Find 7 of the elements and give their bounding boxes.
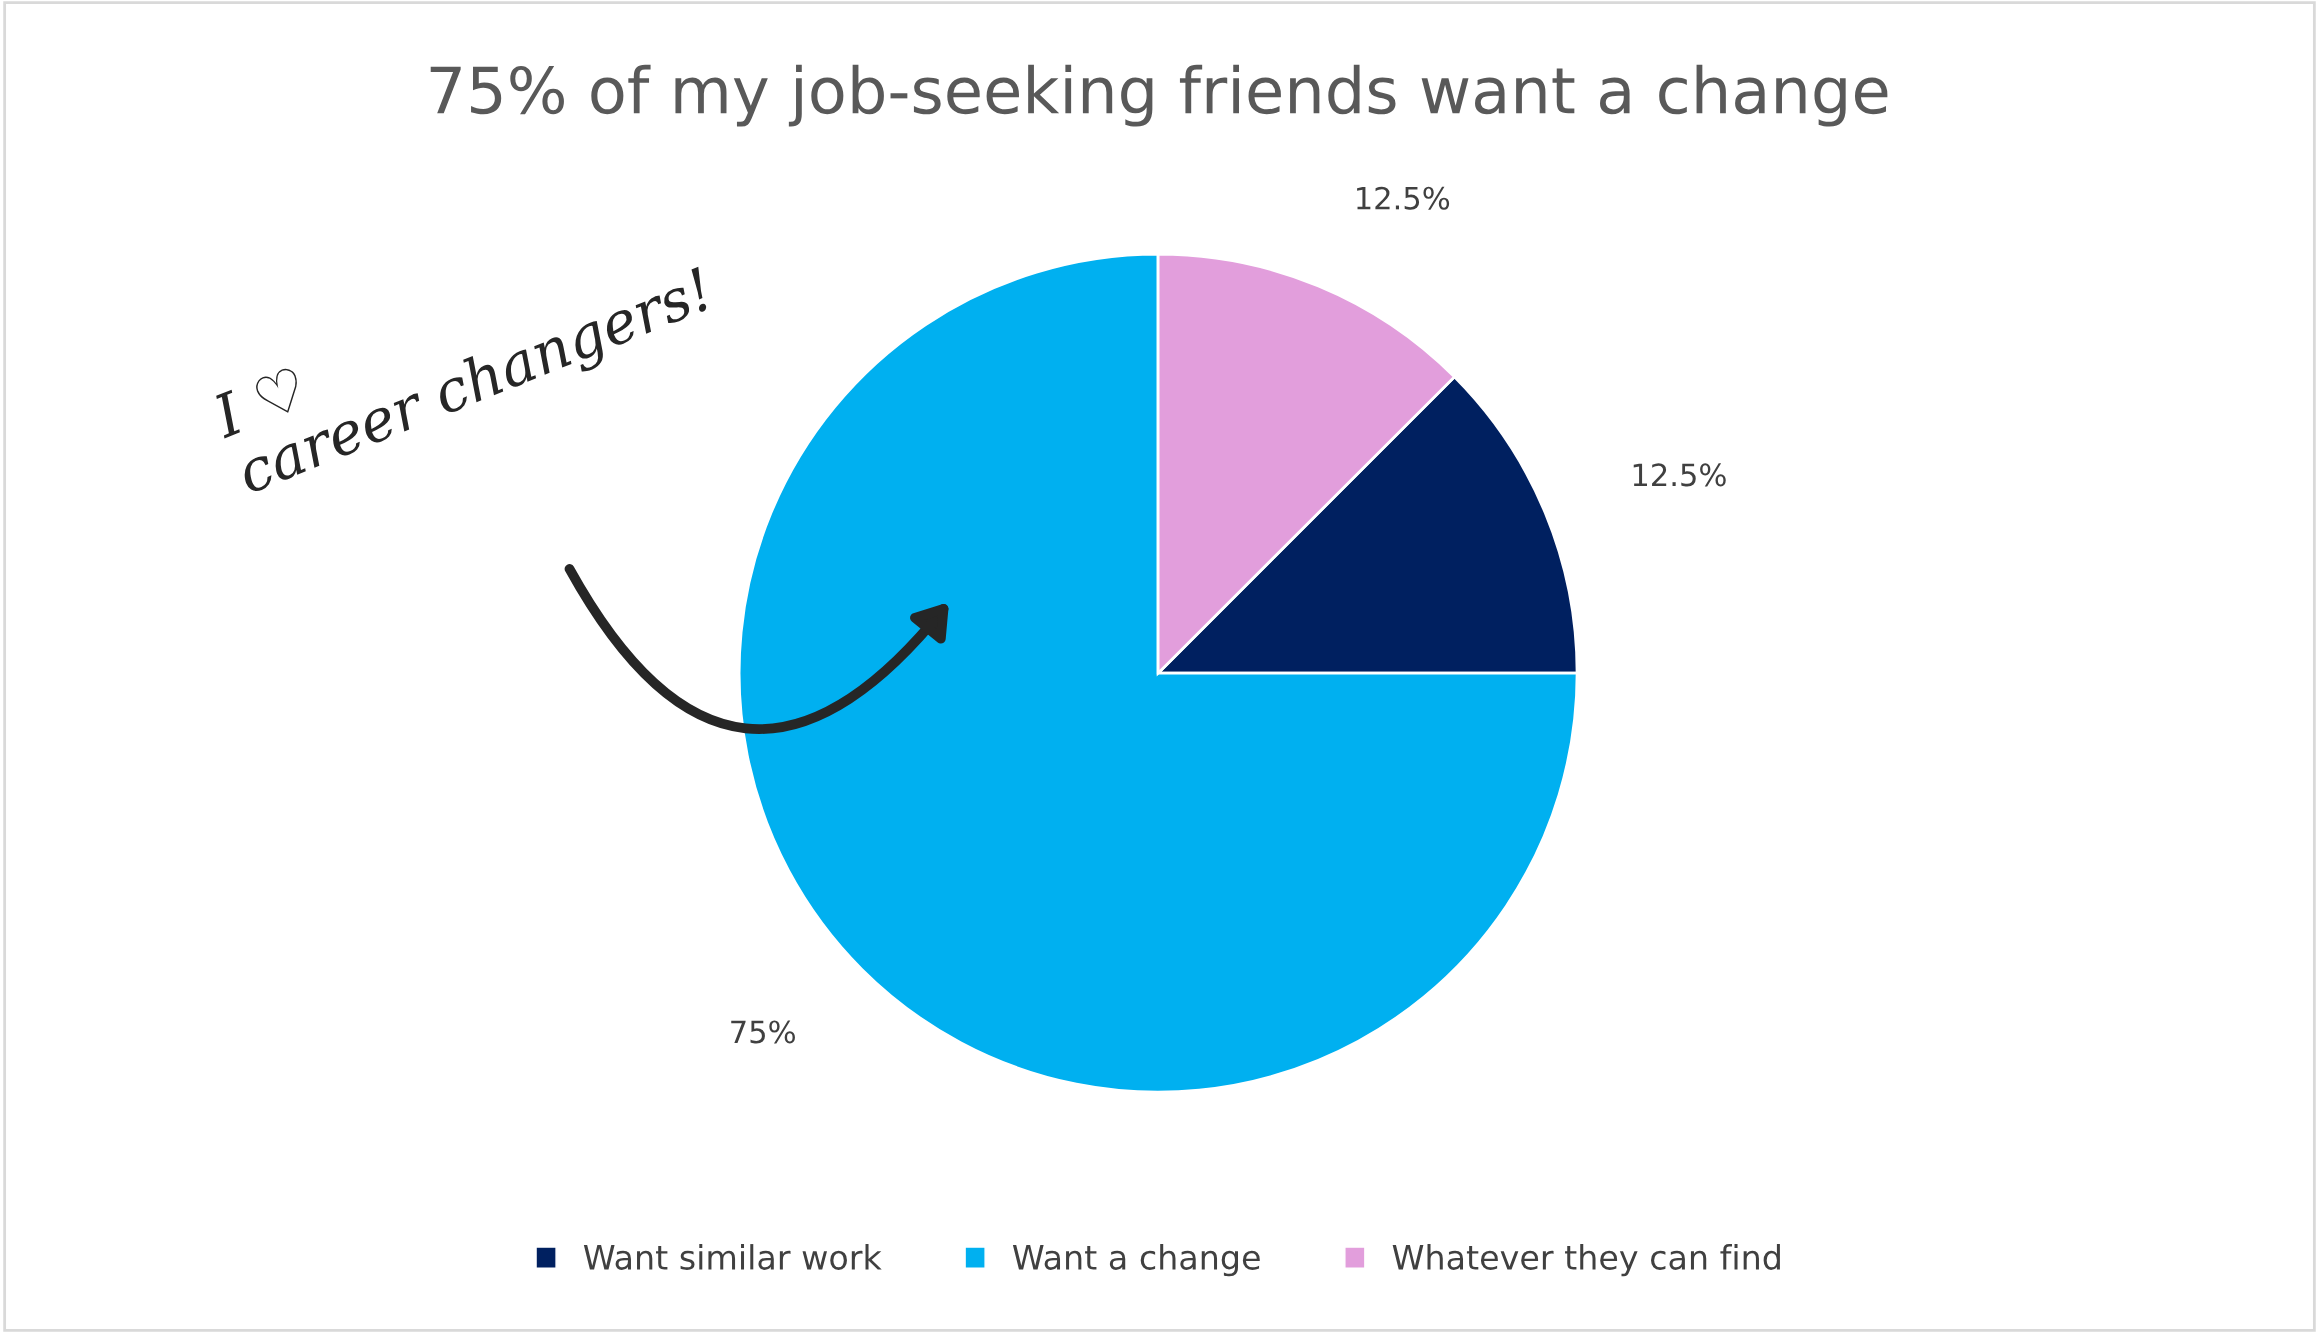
legend-label: Want similar work [583,1244,882,1270]
legend-label: Whatever they can find [1392,1244,1780,1277]
legend-label: Want a change [1012,1244,1260,1277]
data-label: 12.5% [1633,463,1726,487]
data-label: 12.5% [1357,186,1450,210]
data-label: 75% [731,1020,795,1044]
chart-title: 75% of my job-seeking friends want a change [430,64,1888,127]
